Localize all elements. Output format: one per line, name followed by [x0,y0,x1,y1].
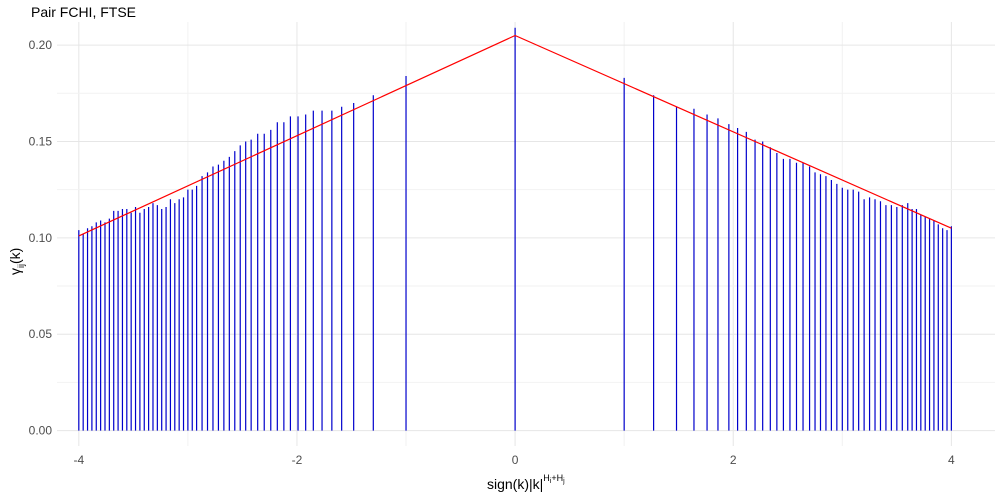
fit-line [78,34,952,237]
x-tick-label: 4 [948,453,955,467]
y-tick-label: 0.15 [29,134,53,148]
y-tick-label: 0.20 [29,38,53,52]
y-axis: 0.00 0.05 0.10 0.15 0.20 [29,38,53,437]
chart-title: Pair FCHI, FTSE [31,4,137,20]
y-tick-label: 0.05 [29,327,53,341]
x-tick-label: 0 [512,453,519,467]
x-axis: -4 -2 0 2 4 [73,453,955,467]
x-axis-label: sign(k)|k|Hi+Hj [487,473,565,492]
x-tick-label: -2 [292,453,303,467]
stem-series [78,27,952,431]
x-tick-label: -4 [73,453,84,467]
y-tick-label: 0.10 [29,231,53,245]
y-tick-label: 0.00 [29,424,53,438]
grid [57,22,995,446]
y-axis-label: γij(k) [7,247,26,275]
x-tick-label: 2 [730,453,737,467]
fit-line-series [78,34,952,237]
